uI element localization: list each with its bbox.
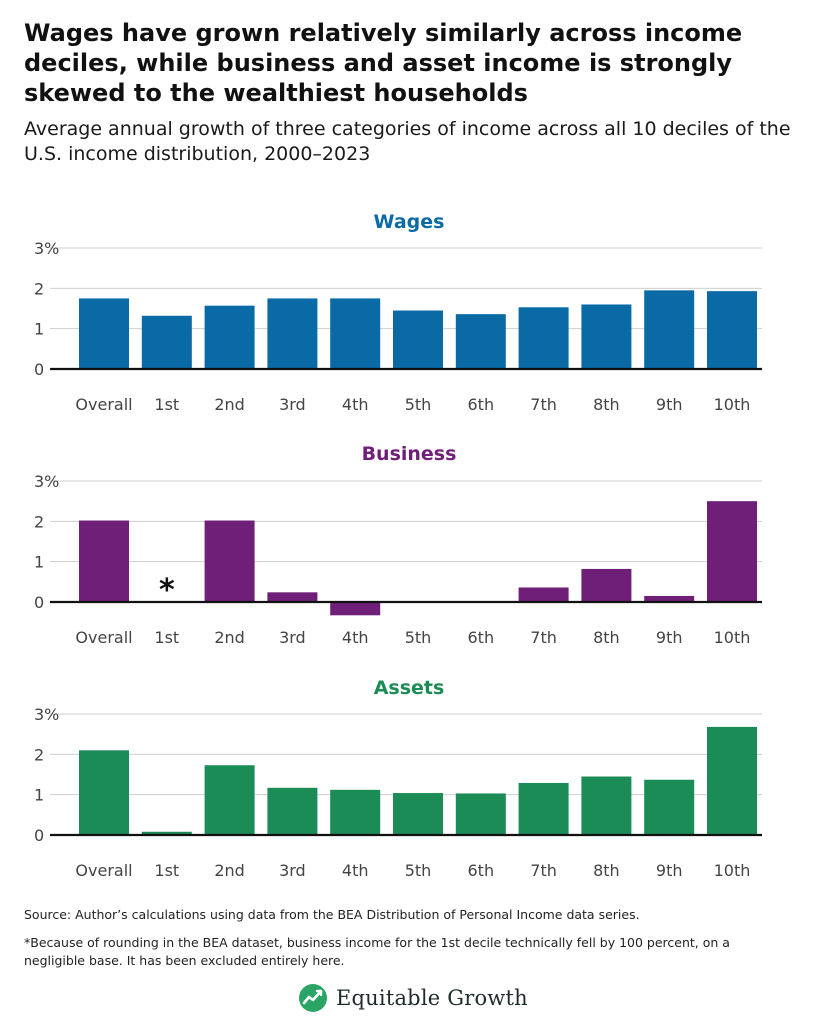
bar-6th (455, 793, 506, 835)
x-tick-label: 3rd (279, 861, 306, 880)
bar-3rd (267, 787, 318, 835)
bar-9th (644, 595, 695, 602)
y-tick-label: 2 (34, 512, 44, 531)
y-tick-label: 0 (34, 360, 44, 379)
equitable-growth-logo[interactable]: Equitable Growth (298, 982, 528, 1014)
y-tick-label: 1 (34, 553, 44, 572)
bar-2nd (204, 765, 255, 835)
x-tick-label: 3rd (279, 628, 306, 647)
bar-7th (518, 782, 569, 835)
x-tick-label: 10th (714, 395, 751, 414)
bar-3rd (267, 298, 318, 369)
x-tick-label: 10th (714, 861, 751, 880)
y-tick-label: 0 (34, 593, 44, 612)
y-tick-label: 1 (34, 786, 44, 805)
x-tick-label: 5th (405, 395, 432, 414)
bar-overall (79, 520, 129, 602)
bar-1st (141, 831, 192, 835)
bar-10th (707, 501, 757, 602)
x-tick-label: 4th (342, 628, 369, 647)
bar-8th (581, 568, 632, 602)
logo-text: Equitable Growth (336, 986, 528, 1010)
bar-overall (79, 750, 129, 835)
chart-wages: Wages 0 1 2 3% Overall 1st 2nd 3rd 4th 5th 6th 7th 8t… (34, 211, 762, 414)
bar-1st (141, 315, 192, 369)
chart-business: Business 0 1 2 3% Overall 1st 2nd 3rd 4th 5th 6th 7t… (34, 443, 762, 647)
y-tick-label: 1 (34, 320, 44, 339)
bar-6th (455, 314, 506, 369)
bar-overall (79, 298, 129, 369)
x-tick-label: 5th (405, 628, 432, 647)
x-tick-label: 8th (593, 861, 620, 880)
x-tick-label: 1st (154, 861, 179, 880)
bar-7th (518, 307, 569, 369)
panel-title: Wages (374, 211, 445, 233)
x-tick-label: 4th (342, 861, 369, 880)
y-tick-label: 2 (34, 745, 44, 764)
x-tick-label: 6th (468, 861, 495, 880)
bar-9th (644, 290, 695, 369)
chart-subtitle: Average annual growth of three categorie… (24, 118, 791, 165)
x-tick-label: Overall (75, 628, 132, 647)
source-note: Source: Author’s calculations using data… (24, 907, 640, 922)
bar-2nd (204, 305, 255, 369)
bar-10th (707, 291, 757, 369)
bar-4th (330, 789, 381, 835)
x-tick-label: Overall (75, 395, 132, 414)
y-tick-label: 0 (34, 826, 44, 845)
bar-4th (330, 298, 381, 369)
y-tick-label: 2 (34, 279, 44, 298)
bar-8th (581, 776, 632, 835)
panel-title: Assets (374, 677, 445, 699)
chart-assets: Assets 0 1 2 3% Overall 1st 2nd 3rd 4th 5th 6th 7th 8… (34, 677, 762, 880)
x-tick-label: 1st (154, 628, 179, 647)
x-tick-label: 5th (405, 861, 432, 880)
x-tick-label: 10th (714, 628, 751, 647)
x-tick-label: 6th (468, 395, 495, 414)
x-tick-label: 4th (342, 395, 369, 414)
y-tick-label: 3% (34, 239, 59, 258)
growth-leaf-icon (299, 984, 327, 1012)
x-tick-label: 9th (656, 395, 683, 414)
bar-5th (393, 310, 443, 369)
y-tick-label: 3% (34, 472, 59, 491)
x-tick-label: 2nd (214, 395, 244, 414)
x-tick-label: 7th (530, 861, 557, 880)
x-tick-label: 9th (656, 628, 683, 647)
bar-10th (707, 726, 757, 835)
x-tick-label: 6th (468, 628, 495, 647)
x-tick-label: 2nd (214, 861, 244, 880)
bar-3rd (267, 592, 318, 602)
chart-headline: Wages have grown relatively similarly ac… (24, 19, 743, 107)
x-tick-label: 2nd (214, 628, 244, 647)
x-tick-label: 7th (530, 395, 557, 414)
bar-8th (581, 304, 632, 369)
panel-title: Business (362, 443, 457, 465)
x-tick-label: 1st (154, 395, 179, 414)
x-tick-label: 8th (593, 395, 620, 414)
bar-4th (330, 602, 381, 616)
bar-9th (644, 779, 695, 835)
bar-2nd (204, 520, 255, 602)
footnote: *Because of rounding in the BEA dataset,… (24, 935, 730, 968)
x-tick-label: Overall (75, 861, 132, 880)
x-tick-label: 9th (656, 861, 683, 880)
x-tick-label: 3rd (279, 395, 306, 414)
x-tick-label: 7th (530, 628, 557, 647)
annotation-asterisk: * (159, 573, 175, 608)
bar-5th (393, 793, 443, 835)
bar-7th (518, 587, 569, 602)
y-tick-label: 3% (34, 705, 59, 724)
x-tick-label: 8th (593, 628, 620, 647)
